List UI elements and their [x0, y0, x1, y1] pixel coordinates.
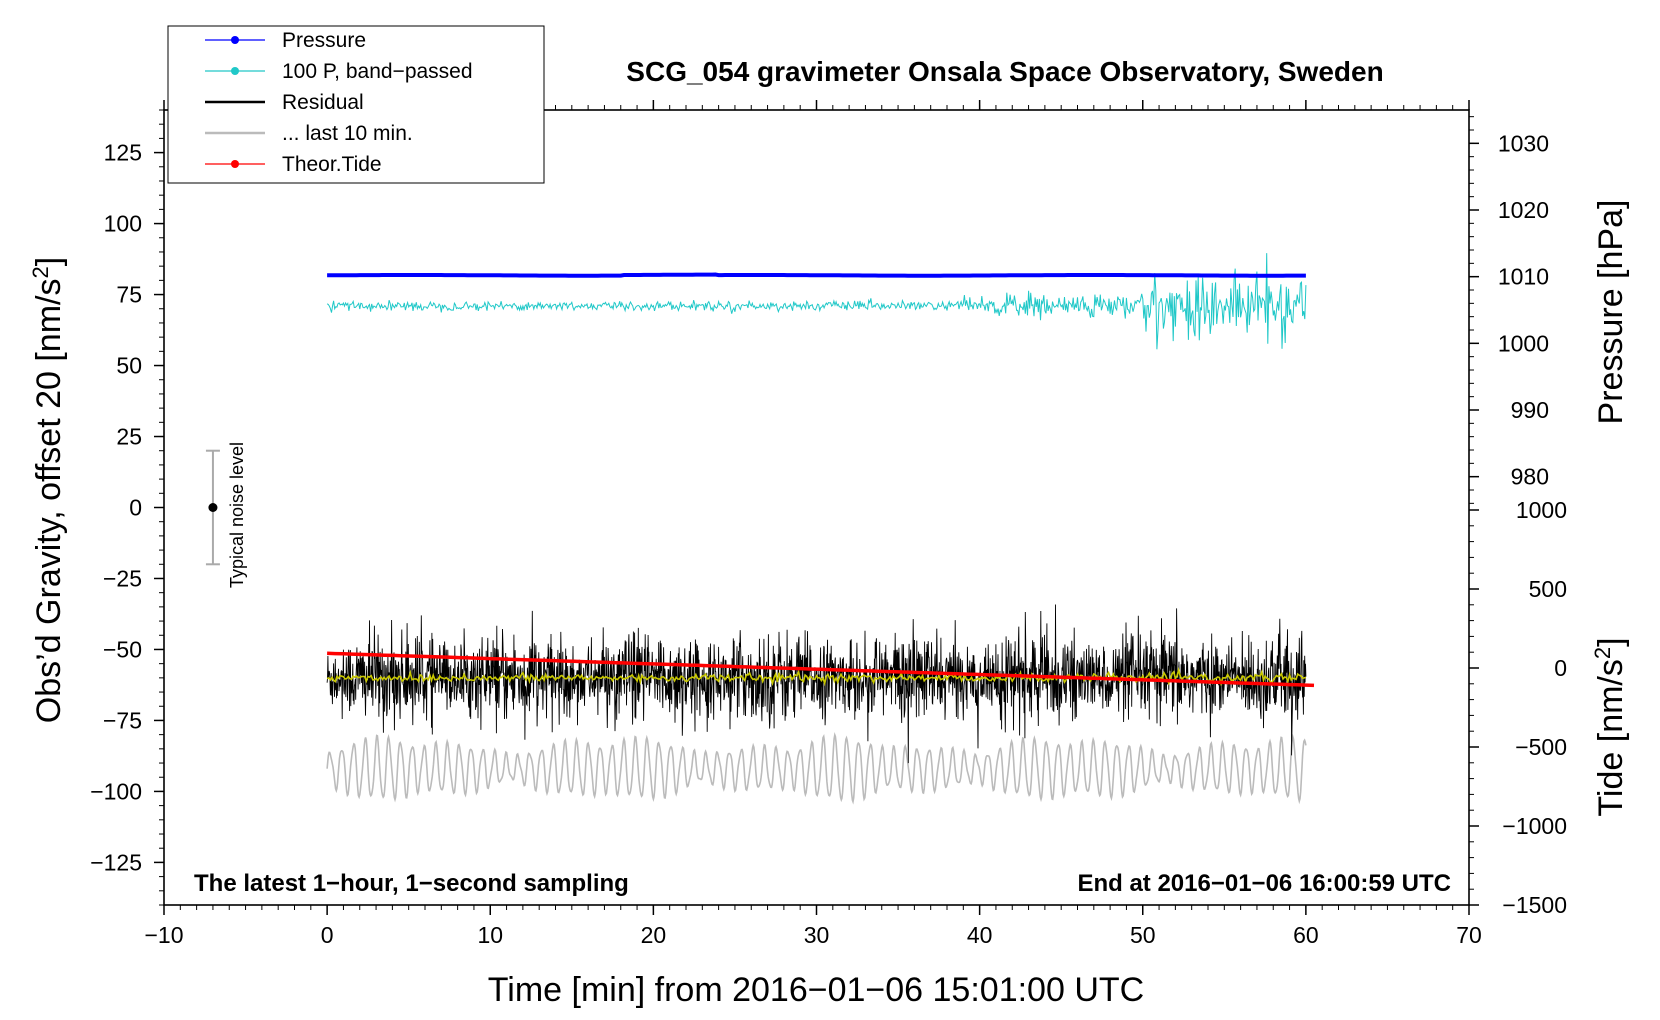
- y-left-tick-label: −125: [90, 849, 142, 875]
- series-theor-tide: [327, 651, 1315, 688]
- legend-box: [167, 25, 545, 184]
- x-tick-label: −10: [144, 922, 183, 948]
- note-end-time: End at 2016−01−06 16:00:59 UTC: [1077, 870, 1451, 897]
- y-left-axis-title: Obs’d Gravity, offset 20 [nm/s2]: [28, 257, 68, 723]
- y-tide-tick-label: −1500: [1502, 892, 1567, 918]
- legend-label: ... last 10 min.: [282, 122, 413, 145]
- y-tide-axis-title: Tide [nm/s2]: [1590, 637, 1630, 816]
- series-layer: [205, 253, 1315, 805]
- noise-level-label: Typical noise level: [227, 442, 247, 588]
- y-pressure-tick-label: 1030: [1498, 130, 1549, 156]
- legend-item: Theor.Tide: [205, 153, 382, 176]
- x-tick-label: 10: [477, 922, 503, 948]
- legend-label: 100 P, band−passed: [282, 60, 473, 83]
- legend: Pressure 100 P, band−passed Residual ... la…: [167, 25, 545, 184]
- y-left-tick-label: 75: [116, 282, 142, 308]
- y-tide-title-end: ]: [1592, 637, 1630, 646]
- x-tick-label: 0: [321, 922, 334, 948]
- y-tide-tick-label: 0: [1554, 655, 1567, 681]
- y-pressure-tick-label: 980: [1511, 464, 1549, 490]
- x-tick-label: 50: [1130, 922, 1156, 948]
- legend-items: Pressure 100 P, band−passed Residual ... la…: [205, 29, 473, 176]
- x-tick-label: 30: [804, 922, 830, 948]
- x-axis-title: Time [min] from 2016−01−06 15:01:00 UTC: [488, 971, 1144, 1009]
- y-tide-tick-label: −1000: [1502, 813, 1567, 839]
- y-tide-tick-label: −500: [1515, 734, 1567, 760]
- legend-item: 100 P, band−passed: [205, 60, 473, 83]
- legend-swatch-marker: [231, 67, 239, 75]
- series-bandpassed-pressure: [326, 253, 1307, 350]
- y-tide-title-sup: 2: [1590, 647, 1615, 659]
- series-pressure: [327, 272, 1306, 278]
- y-left-tick-label: −25: [103, 565, 142, 591]
- y-pressure-tick-label: 1020: [1498, 197, 1549, 223]
- y-pressure-tick-label: 1010: [1498, 264, 1549, 290]
- legend-label: Residual: [282, 91, 364, 114]
- legend-item: Residual: [205, 91, 364, 114]
- y-pressure-tick-label: 990: [1511, 397, 1549, 423]
- y-left-tick-label: 0: [129, 495, 142, 521]
- legend-label: Pressure: [282, 29, 366, 52]
- chart-title: SCG_054 gravimeter Onsala Space Observat…: [626, 56, 1383, 87]
- noise-bar-center-dot: [208, 503, 218, 512]
- y-left-tick-label: 100: [104, 211, 142, 237]
- x-tick-label: 60: [1293, 922, 1319, 948]
- legend-item: Pressure: [205, 29, 366, 52]
- y-left-tick-label: 50: [116, 353, 142, 379]
- series-last-10-min: [326, 732, 1307, 805]
- note-latest-hour: The latest 1−hour, 1−second sampling: [194, 870, 629, 897]
- y-pressure-axis-title: Pressure [hPa]: [1592, 200, 1630, 425]
- noise-level-bar: [205, 449, 220, 566]
- y-left-title-sup: 2: [28, 266, 53, 278]
- axes-layer: −10 0 10 20 30 40 50 60 701251007550250−25−50−75…: [90, 100, 1567, 948]
- y-left-title-end: ]: [30, 257, 68, 266]
- y-tide-tick-label: 500: [1529, 576, 1567, 602]
- y-left-tick-label: 125: [104, 140, 142, 166]
- y-left-tick-label: −75: [103, 707, 142, 733]
- legend-label: Theor.Tide: [282, 153, 382, 176]
- series-residual-smoothed: [326, 666, 1307, 687]
- y-tide-title-main: Tide [nm/s: [1592, 659, 1630, 816]
- legend-item: ... last 10 min.: [205, 122, 413, 145]
- y-pressure-tick-label: 1000: [1498, 330, 1549, 356]
- y-left-title-main: Obs’d Gravity, offset 20 [nm/s: [30, 279, 68, 724]
- x-tick-label: 40: [967, 922, 993, 948]
- y-left-tick-label: 25: [116, 424, 142, 450]
- y-left-tick-label: −50: [103, 636, 142, 662]
- legend-swatch-marker: [231, 36, 239, 44]
- y-left-tick-label: −100: [90, 778, 142, 804]
- legend-swatch-marker: [231, 160, 239, 168]
- x-tick-label: 70: [1456, 922, 1482, 948]
- x-tick-label: 20: [641, 922, 667, 948]
- y-tide-tick-label: 1000: [1516, 497, 1567, 523]
